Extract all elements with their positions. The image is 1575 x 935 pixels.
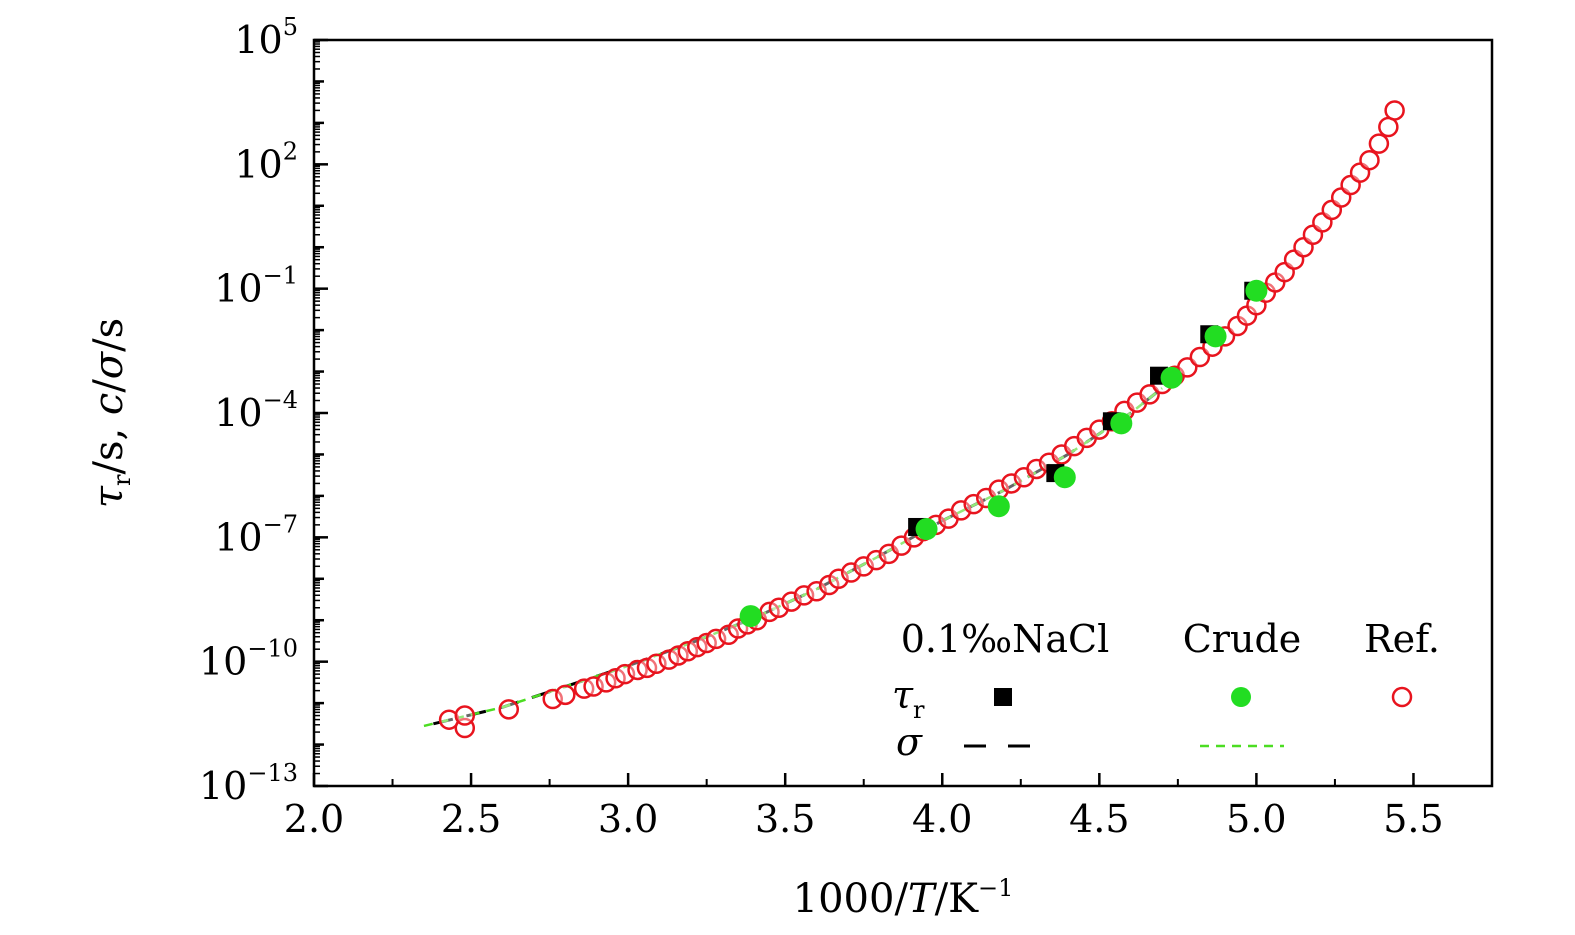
x-tick-label: 2.0 <box>284 797 344 841</box>
y-tick-label: 10−13 <box>199 759 298 808</box>
y-tick-label: 10−1 <box>214 262 298 311</box>
y-tick-label: 10−7 <box>214 510 298 559</box>
ref-point <box>498 699 520 720</box>
y-tick-label: 105 <box>234 13 298 62</box>
legend-header-ref: Ref. <box>1364 617 1440 661</box>
legend-row-sigma-label: σ <box>896 720 923 764</box>
legend-header-crude: Crude <box>1183 617 1302 661</box>
y-tick-label: 102 <box>234 137 298 186</box>
legend-row-tau-label: τr <box>892 673 925 724</box>
markers-square <box>908 281 1263 536</box>
crude-point <box>1204 325 1227 348</box>
x-tick-label: 3.5 <box>755 797 815 841</box>
x-tick-label: 5.5 <box>1383 797 1443 841</box>
crude-point <box>987 495 1010 518</box>
crude-point <box>1245 279 1268 302</box>
ref-point <box>454 705 476 726</box>
crude-point <box>739 605 762 628</box>
y-axis-title: τr/s, c/σ/s <box>86 318 136 508</box>
markers-filled-circle <box>739 279 1268 628</box>
x-tick-label: 4.5 <box>1069 797 1129 841</box>
y-tick-label: 10−10 <box>199 635 298 684</box>
ref-point <box>1359 149 1380 171</box>
plot-content <box>423 100 1405 739</box>
crude-point <box>1053 466 1076 489</box>
crude-point <box>1110 412 1133 435</box>
ref-point <box>1378 116 1399 138</box>
series-0-1-nacl- <box>433 386 1164 726</box>
crude-point <box>915 518 938 541</box>
crude-point <box>1160 366 1183 389</box>
sigma-line <box>423 387 1163 728</box>
y-tick-label: 10−4 <box>214 386 298 435</box>
legend-header-nacl: 0.1‰NaCl <box>901 617 1110 661</box>
legend-marker-crude-tau <box>1231 687 1251 707</box>
x-tick-label: 2.5 <box>441 797 501 841</box>
legend: 0.1‰NaCl Crude Ref. τr σ <box>892 617 1440 764</box>
x-tick-label: 3.0 <box>598 797 658 841</box>
legend-marker-ref-tau <box>1391 686 1413 708</box>
ref-point <box>1368 133 1390 154</box>
x-tick-label: 5.0 <box>1226 797 1286 841</box>
series-crude- <box>423 387 1163 728</box>
ref-point <box>555 684 576 706</box>
x-axis-title: 1000/T/K−1 <box>793 874 1014 922</box>
sigma-line <box>433 386 1164 726</box>
ref-point <box>1384 100 1405 121</box>
axes: 2.0 2.5 3.0 3.5 4.0 4.5 5.0 5.5 105 102 10−1 10−4 10… <box>199 13 1444 841</box>
legend-marker-nacl-tau <box>994 688 1012 706</box>
x-tick-label: 4.0 <box>912 797 972 841</box>
